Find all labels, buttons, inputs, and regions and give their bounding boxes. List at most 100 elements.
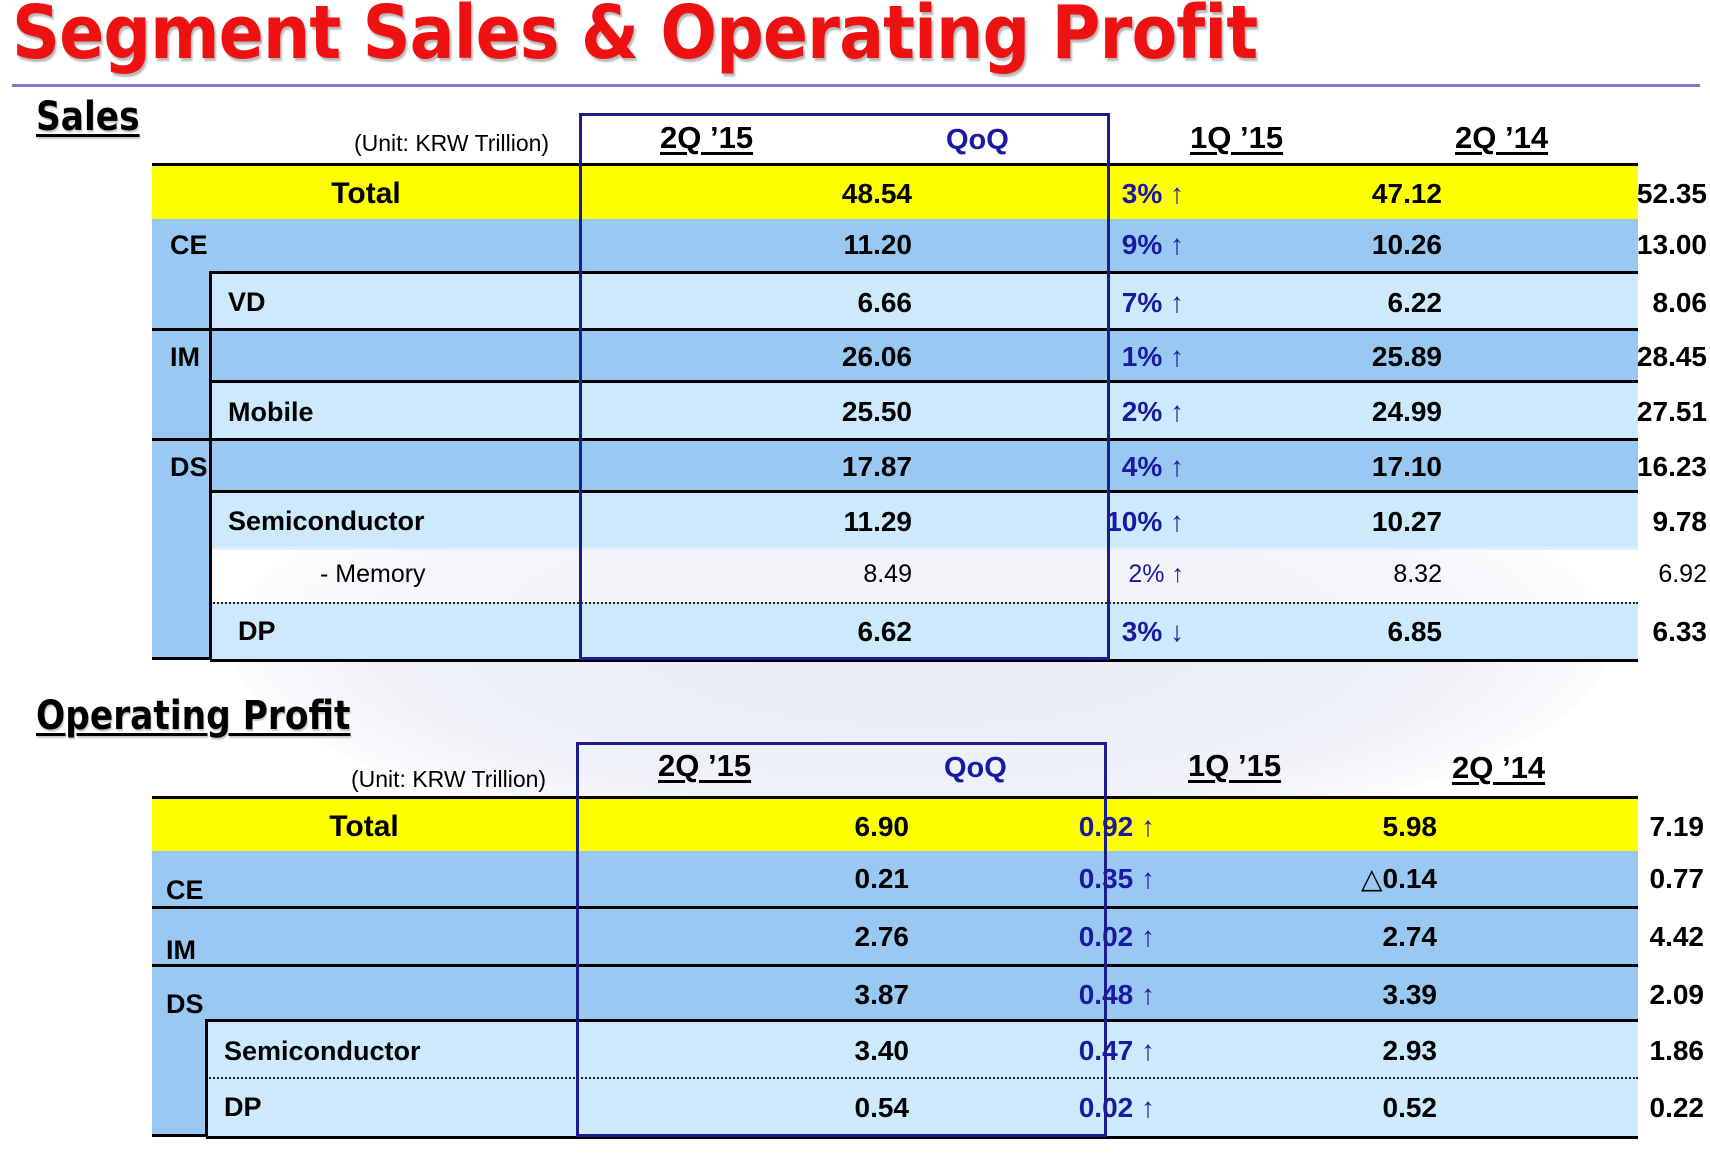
op-im-qoq: 0.02 ↑ bbox=[1078, 920, 1155, 952]
sales-semiconductor-2q15: 11.29 bbox=[843, 505, 912, 537]
sales-row-memory: - Memory 8.49 2% ↑ 8.32 6.92 bbox=[210, 547, 1707, 602]
sales-ce-label: CE bbox=[170, 229, 208, 260]
op-ds-2q15: 3.87 bbox=[854, 978, 910, 1010]
sales-mobile-qoq: 2% ↑ bbox=[1121, 396, 1184, 427]
op-header-qoq: QoQ bbox=[944, 752, 1007, 784]
sales-mobile-2q14: 27.51 bbox=[1636, 396, 1707, 427]
sales-memory-qoq: 2% ↑ bbox=[1128, 560, 1184, 588]
sales-ds-2q15: 17.87 bbox=[841, 451, 912, 482]
op-section-title: Operating Profit bbox=[36, 693, 351, 739]
sales-semiconductor-label: Semiconductor bbox=[228, 506, 425, 536]
sales-dp-label: DP bbox=[238, 616, 276, 646]
sales-total-2q14: 52.35 bbox=[1636, 178, 1707, 209]
op-dp-label: DP bbox=[224, 1092, 262, 1122]
op-row-ce: CE 0.21 0.35 ↑ △0.14 0.77 bbox=[152, 851, 1704, 906]
op-subrow-divider bbox=[205, 1019, 208, 1137]
op-row-dp: DP 0.54 0.02 ↑ 0.52 0.22 bbox=[206, 1077, 1704, 1139]
sales-ds-1q15: 17.10 bbox=[1371, 451, 1442, 482]
sales-im-qoq: 1% ↑ bbox=[1121, 341, 1184, 372]
sales-ds-2q14: 16.23 bbox=[1636, 451, 1707, 482]
op-ce-2q15: 0.21 bbox=[854, 862, 910, 894]
sales-qoq-divider bbox=[1107, 113, 1110, 660]
sales-ce-1q15: 10.26 bbox=[1371, 229, 1442, 260]
sales-vd-label: VD bbox=[228, 287, 266, 317]
op-group-bottom-rule bbox=[152, 1134, 206, 1137]
op-dp-2q15: 0.54 bbox=[854, 1091, 910, 1123]
op-ce-2q14: 0.77 bbox=[1649, 862, 1705, 894]
op-total-row: Total 6.90 0.92 ↑ 5.98 7.19 bbox=[152, 796, 1704, 857]
op-header-2q14: 2Q ’14 bbox=[1452, 750, 1546, 785]
sales-section-title: Sales bbox=[36, 94, 140, 140]
op-row-semiconductor: Semiconductor 3.40 0.47 ↑ 2.93 1.86 bbox=[206, 1019, 1704, 1080]
sales-total-qoq: 3% ↑ bbox=[1121, 178, 1184, 209]
sales-dp-2q14: 6.33 bbox=[1652, 615, 1708, 647]
sales-im-2q14: 28.45 bbox=[1636, 341, 1707, 372]
sales-memory-2q14: 6.92 bbox=[1658, 560, 1707, 588]
op-dp-1q15: 0.52 bbox=[1382, 1091, 1438, 1123]
sales-mobile-label: Mobile bbox=[228, 396, 314, 427]
sales-dp-1q15: 6.85 bbox=[1387, 615, 1443, 647]
sales-total-label: Total bbox=[331, 177, 401, 210]
sales-im-1q15: 25.89 bbox=[1371, 341, 1442, 372]
sales-row-im: IM 26.06 1% ↑ 25.89 28.45 bbox=[152, 328, 1707, 383]
op-total-1q15: 5.98 bbox=[1382, 810, 1438, 842]
sales-memory-1q15: 8.32 bbox=[1393, 560, 1442, 588]
sales-ds-label: DS bbox=[170, 451, 208, 482]
op-total-2q15: 6.90 bbox=[854, 810, 910, 842]
title-divider bbox=[12, 84, 1700, 87]
op-im-2q15: 2.76 bbox=[854, 920, 910, 952]
sales-ce-qoq: 9% ↑ bbox=[1121, 229, 1184, 260]
op-ds-2q14: 2.09 bbox=[1649, 978, 1705, 1010]
sales-total-row: Total 48.54 3% ↑ 47.12 52.35 bbox=[152, 163, 1707, 225]
sales-vd-2q14: 8.06 bbox=[1652, 286, 1708, 318]
sales-ce-2q14: 13.00 bbox=[1636, 229, 1707, 260]
sales-vd-2q15: 6.66 bbox=[857, 286, 913, 318]
op-im-label: IM bbox=[166, 935, 196, 965]
op-ce-qoq: 0.35 ↑ bbox=[1078, 862, 1155, 894]
sales-row-dp: DP 6.62 3% ↓ 6.85 6.33 bbox=[210, 602, 1707, 662]
sales-memory-label: - Memory bbox=[320, 560, 426, 588]
sales-row-semiconductor: Semiconductor 11.29 10% ↑ 10.27 9.78 bbox=[210, 490, 1707, 550]
op-dp-qoq: 0.02 ↑ bbox=[1078, 1091, 1155, 1123]
sales-total-1q15: 47.12 bbox=[1371, 178, 1442, 209]
sales-mobile-1q15: 24.99 bbox=[1371, 396, 1442, 427]
op-ds-label: DS bbox=[166, 989, 204, 1019]
sales-header-qoq: QoQ bbox=[946, 124, 1009, 156]
sales-row-mobile: Mobile 25.50 2% ↑ 24.99 27.51 bbox=[210, 380, 1707, 441]
sales-header-2q15: 2Q ’15 bbox=[660, 120, 754, 155]
sales-row-vd: VD 6.66 7% ↑ 6.22 8.06 bbox=[210, 271, 1707, 331]
op-qoq-divider bbox=[1104, 742, 1107, 1137]
sales-header-2q14: 2Q ’14 bbox=[1455, 120, 1549, 155]
sales-mobile-2q15: 25.50 bbox=[841, 396, 912, 427]
sales-dp-2q15: 6.62 bbox=[857, 615, 913, 647]
sales-unit-label: (Unit: KRW Trillion) bbox=[354, 130, 550, 156]
sales-memory-2q15: 8.49 bbox=[863, 560, 912, 588]
op-im-1q15: 2.74 bbox=[1382, 920, 1438, 952]
sales-group-bottom-rule bbox=[152, 657, 210, 660]
op-ce-1q15: △0.14 bbox=[1360, 863, 1437, 894]
op-row-im: IM 2.76 0.02 ↑ 2.74 4.42 bbox=[152, 906, 1704, 965]
op-ce-label: CE bbox=[166, 875, 204, 905]
op-header-1q15: 1Q ’15 bbox=[1188, 748, 1282, 783]
sales-row-ds: DS 17.87 4% ↑ 17.10 16.23 bbox=[152, 438, 1707, 493]
op-semiconductor-qoq: 0.47 ↑ bbox=[1078, 1035, 1155, 1066]
sales-ce-2q15: 11.20 bbox=[843, 229, 912, 260]
sales-vd-qoq: 7% ↑ bbox=[1121, 286, 1184, 318]
sales-header-1q15: 1Q ’15 bbox=[1190, 120, 1284, 155]
op-ds-qoq: 0.48 ↑ bbox=[1078, 978, 1155, 1010]
op-semiconductor-1q15: 2.93 bbox=[1382, 1035, 1438, 1066]
op-total-label: Total bbox=[329, 809, 399, 843]
op-unit-label: (Unit: KRW Trillion) bbox=[351, 766, 547, 792]
sales-semiconductor-qoq: 10% ↑ bbox=[1106, 505, 1184, 537]
sales-subrow-divider bbox=[209, 271, 212, 660]
sales-im-label: IM bbox=[170, 341, 200, 372]
page-title: Segment Sales & Operating Profit bbox=[12, 0, 1258, 76]
sales-row-ce: CE 11.20 9% ↑ 10.26 13.00 bbox=[152, 219, 1707, 271]
sales-semiconductor-2q14: 9.78 bbox=[1652, 505, 1708, 537]
op-total-qoq: 0.92 ↑ bbox=[1078, 810, 1155, 842]
op-total-2q14: 7.19 bbox=[1649, 810, 1705, 842]
sales-semiconductor-1q15: 10.27 bbox=[1371, 505, 1442, 537]
sales-ds-qoq: 4% ↑ bbox=[1121, 451, 1184, 482]
op-header-2q15: 2Q ’15 bbox=[658, 748, 752, 783]
op-ds-1q15: 3.39 bbox=[1382, 978, 1438, 1010]
